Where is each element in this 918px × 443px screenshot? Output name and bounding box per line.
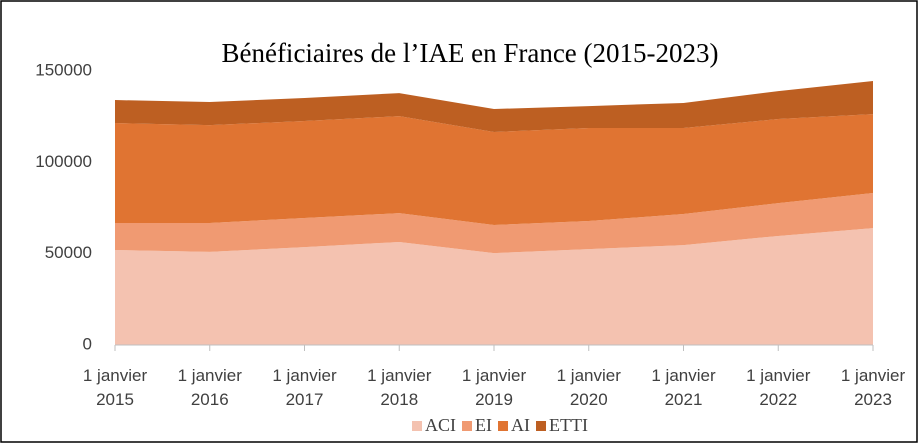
area xyxy=(115,81,873,133)
x-tick-label: 1 janvier 2023 xyxy=(840,366,906,409)
legend-label: ACI xyxy=(425,415,456,435)
x-tick-label: 1 janvier 2019 xyxy=(461,366,527,409)
legend-swatch xyxy=(412,421,423,431)
area xyxy=(115,228,873,345)
legend-swatch xyxy=(536,421,547,431)
chart-title: Bénéficiaires de l’IAE en France (2015-2… xyxy=(221,38,718,68)
legend-label: EI xyxy=(475,415,492,435)
y-tick-label: 150000 xyxy=(35,60,92,79)
x-tick-label: 1 janvier 2021 xyxy=(651,366,716,409)
x-tick-label: 1 janvier 2018 xyxy=(367,366,432,409)
y-tick-label: 50000 xyxy=(45,243,92,262)
legend-swatch xyxy=(498,421,509,431)
legend-swatch xyxy=(462,421,473,431)
x-tick-label: 1 janvier 2022 xyxy=(746,366,811,409)
y-tick-label: 100000 xyxy=(35,152,92,171)
x-tick-label: 1 janvier 2020 xyxy=(556,366,621,409)
legend-label: AI xyxy=(511,415,530,435)
x-tick-label: 1 janvier 2016 xyxy=(177,366,242,409)
area xyxy=(115,114,873,225)
y-tick-label: 0 xyxy=(83,334,92,353)
legend-label: ETTI xyxy=(549,415,588,435)
area xyxy=(115,193,873,254)
x-tick-label: 1 janvier 2017 xyxy=(272,366,337,409)
x-tick-label: 1 janvier 2015 xyxy=(82,366,148,409)
